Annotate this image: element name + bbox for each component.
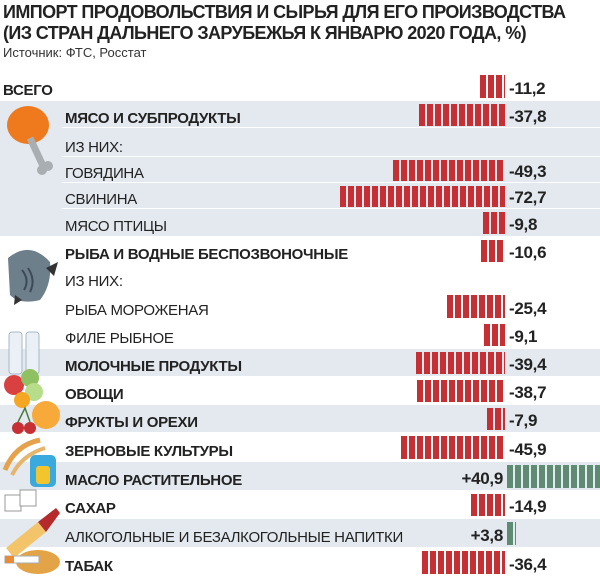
category-label: МЯСО И СУБПРОДУКТЫ: [65, 110, 241, 127]
value-label: -36,4: [509, 555, 547, 574]
bar-negative: [417, 380, 505, 402]
category-label: МАСЛО РАСТИТЕЛЬНОЕ: [65, 472, 242, 489]
bar-negative: [415, 352, 505, 374]
chart-title: ИМПОРТ ПРОДОВОЛЬСТВИЯ И СЫРЬЯ ДЛЯ ЕГО ПР…: [3, 2, 566, 44]
row-divider: [62, 208, 600, 209]
chart-row: МЯСО И СУБПРОДУКТЫ -37,8: [0, 101, 600, 128]
bar-negative: [479, 75, 505, 98]
category-label: САХАР: [65, 500, 116, 517]
chart-row: ТАБАК -36,4: [0, 548, 600, 576]
value-label: -37,8: [509, 107, 547, 126]
value-label: -72,7: [509, 188, 547, 207]
bar-negative: [447, 295, 505, 318]
bar-negative: [484, 324, 505, 346]
value-label: -45,9: [509, 440, 547, 459]
chart-row: МОЛОЧНЫЕ ПРОДУКТЫ -39,4: [0, 349, 600, 376]
bar-positive: [507, 522, 516, 545]
category-label: ФИЛЕ РЫБНОЕ: [65, 330, 174, 347]
value-label: +40,9: [461, 469, 503, 488]
chart-row: САХАР -14,9: [0, 491, 600, 518]
chart-row: ГОВЯДИНА -49,3: [0, 157, 600, 183]
chart-row: ВСЕГО -11,2: [0, 72, 600, 100]
bar-negative: [393, 160, 505, 181]
chart-row: ИЗ НИХ:: [0, 264, 600, 291]
category-label: ЗЕРНОВЫЕ КУЛЬТУРЫ: [65, 443, 233, 460]
value-label: -9,1: [509, 327, 538, 346]
value-label: -14,9: [509, 497, 547, 516]
category-label: ТАБАК: [65, 558, 113, 575]
chart-row: ИЗ НИХ:: [0, 128, 600, 157]
category-label: ИЗ НИХ:: [65, 273, 123, 290]
category-label: ВСЕГО: [3, 82, 53, 99]
value-label: +3,8: [470, 526, 504, 545]
category-label: ГОВЯДИНА: [65, 165, 144, 182]
bar-negative: [480, 240, 505, 262]
category-label: СВИНИНА: [65, 191, 137, 208]
category-label: ФРУКТЫ И ОРЕХИ: [65, 414, 198, 431]
row-divider: [62, 156, 600, 157]
chart-row: ЗЕРНОВЫЕ КУЛЬТУРЫ -45,9: [0, 433, 600, 461]
value-label: -10,6: [509, 243, 547, 262]
chart-row: МАСЛО РАСТИТЕЛЬНОЕ +40,9: [0, 462, 600, 490]
value-label: -7,9: [509, 411, 538, 430]
source-note: Источник: ФТС, Росстат: [3, 45, 147, 60]
title-line-2: (ИЗ СТРАН ДАЛЬНЕГО ЗАРУБЕЖЬЯ К ЯНВАРЮ 20…: [3, 23, 527, 43]
value-label: -39,4: [509, 355, 547, 374]
category-label: МОЛОЧНЫЕ ПРОДУКТЫ: [65, 358, 242, 375]
category-label: ИЗ НИХ:: [65, 139, 123, 156]
chart-row: РЫБА МОРОЖЕНАЯ -25,4: [0, 292, 600, 320]
category-label: РЫБА МОРОЖЕНАЯ: [65, 302, 209, 319]
value-label: -25,4: [509, 299, 547, 318]
chart-row: МЯСО ПТИЦЫ -9,8: [0, 209, 600, 236]
row-divider: [62, 127, 600, 128]
chart-row: ФРУКТЫ И ОРЕХИ -7,9: [0, 405, 600, 432]
value-label: -11,2: [509, 79, 546, 98]
chart-row: АЛКОГОЛЬНЫЕ И БЕЗАЛКОГОЛЬНЫЕ НАПИТКИ +3,8: [0, 519, 600, 547]
chart-row: ФИЛЕ РЫБНОЕ -9,1: [0, 321, 600, 348]
category-label: МЯСО ПТИЦЫ: [65, 218, 167, 235]
bar-negative: [419, 104, 505, 126]
category-label: РЫБА И ВОДНЫЕ БЕСПОЗВОНОЧНЫЕ: [65, 246, 348, 263]
bar-negative: [400, 436, 505, 459]
row-divider: [62, 182, 600, 183]
bar-negative: [339, 186, 505, 207]
chart-row: СВИНИНА -72,7: [0, 183, 600, 209]
bar-negative: [422, 551, 505, 574]
bar-negative: [482, 212, 505, 234]
value-label: -9,8: [509, 215, 538, 234]
bar-negative: [471, 494, 505, 516]
bar-positive: [507, 465, 600, 488]
category-label: ОВОЩИ: [65, 386, 124, 403]
value-label: -49,3: [509, 162, 547, 181]
category-label: АЛКОГОЛЬНЫЕ И БЕЗАЛКОГОЛЬНЫЕ НАПИТКИ: [65, 529, 403, 546]
title-line-1: ИМПОРТ ПРОДОВОЛЬСТВИЯ И СЫРЬЯ ДЛЯ ЕГО ПР…: [3, 2, 566, 22]
value-label: -38,7: [509, 383, 547, 402]
bar-negative: [487, 408, 505, 430]
chart-row: РЫБА И ВОДНЫЕ БЕСПОЗВОНОЧНЫЕ -10,6: [0, 237, 600, 264]
chart-row: ОВОЩИ -38,7: [0, 377, 600, 404]
